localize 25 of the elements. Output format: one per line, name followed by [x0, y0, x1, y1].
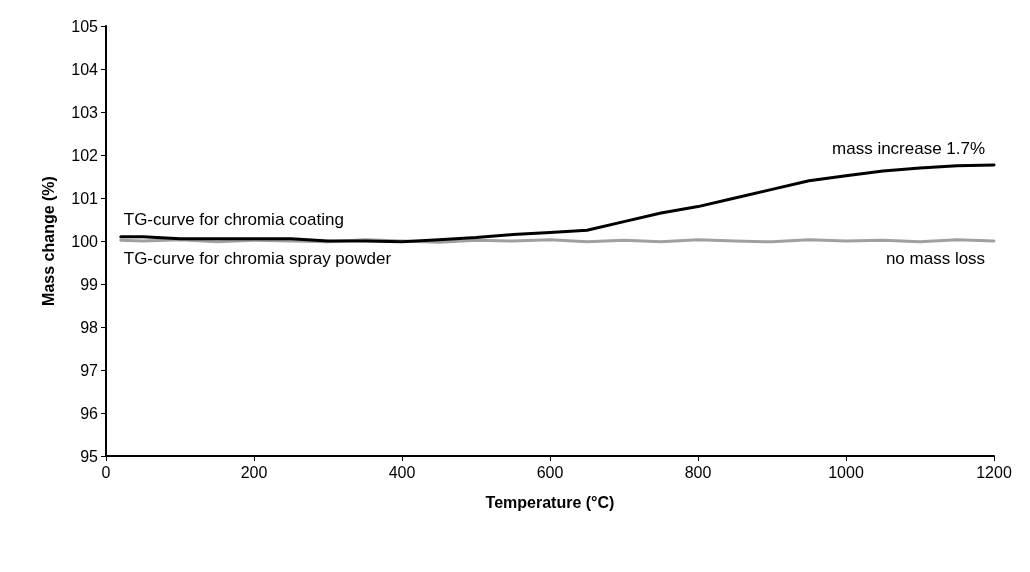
line-series: [119, 163, 996, 244]
x-tick-label: 800: [684, 463, 712, 481]
annotation: TG-curve for chromia coating: [123, 210, 344, 229]
annotation: mass increase 1.7%: [832, 139, 986, 159]
y-tick-label: 103: [71, 103, 99, 121]
x-tick-label: 1200: [976, 463, 1012, 481]
annotation: no mass loss: [885, 248, 986, 268]
x-tick-label: 400: [388, 463, 416, 481]
y-tick-label: 98: [80, 318, 99, 336]
x-tick-label: 0: [101, 463, 111, 481]
y-tick-label: 96: [80, 404, 99, 422]
y-tick-label: 100: [71, 232, 99, 250]
x-tick-label: 200: [240, 463, 268, 481]
x-axis-title: Temperature (°C): [485, 493, 615, 511]
y-tick-label: 102: [71, 146, 99, 164]
x-tick-label: 600: [536, 463, 564, 481]
x-tick-label: 1000: [828, 463, 864, 481]
y-tick-label: 104: [71, 60, 99, 78]
y-tick-label: 105: [71, 17, 99, 35]
y-tick-label: 101: [71, 189, 99, 207]
y-tick-label: 97: [80, 361, 99, 379]
y-tick-label: 95: [80, 447, 99, 465]
y-tick-label: 99: [80, 275, 99, 293]
y-axis-title: Mass change (%): [39, 176, 57, 306]
annotation: TG-curve for chromia spray powder: [123, 248, 392, 268]
